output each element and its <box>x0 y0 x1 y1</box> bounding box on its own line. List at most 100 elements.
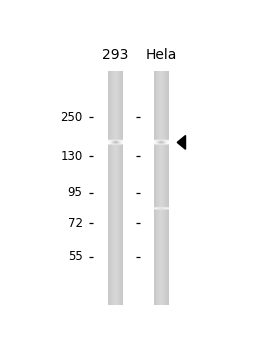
Bar <box>154 145 155 146</box>
Bar <box>162 207 163 208</box>
Bar <box>121 144 122 145</box>
Bar <box>119 139 120 140</box>
Bar <box>161 207 162 208</box>
Bar <box>158 144 159 145</box>
Bar <box>111 140 112 141</box>
Bar <box>168 143 169 144</box>
Bar <box>159 206 160 207</box>
Bar <box>165 138 166 139</box>
Bar <box>155 206 156 207</box>
Bar <box>116 146 117 147</box>
Bar <box>167 141 168 142</box>
Bar <box>119 143 120 144</box>
Bar <box>109 143 110 144</box>
Bar <box>121 144 122 145</box>
Bar <box>157 209 158 210</box>
Bar <box>162 210 163 211</box>
Bar <box>161 144 162 145</box>
Bar <box>163 144 164 145</box>
Bar <box>111 138 112 139</box>
Bar <box>115 143 116 144</box>
Bar <box>114 141 115 142</box>
Bar <box>112 141 113 142</box>
Bar <box>108 138 109 139</box>
Bar <box>159 141 161 142</box>
Bar <box>112 138 113 139</box>
Bar <box>156 208 157 209</box>
Bar <box>158 207 159 208</box>
Bar <box>166 208 167 209</box>
Bar <box>157 71 158 306</box>
Bar <box>115 71 116 306</box>
Bar <box>162 209 163 210</box>
Bar <box>159 143 161 144</box>
Bar <box>168 139 169 140</box>
Bar <box>160 210 161 211</box>
Bar <box>118 142 119 143</box>
Bar <box>165 208 166 209</box>
Bar <box>112 138 113 139</box>
Bar <box>114 138 115 139</box>
Bar <box>110 139 111 140</box>
Bar <box>119 138 120 139</box>
Bar <box>165 209 166 210</box>
Bar <box>165 207 166 208</box>
Bar <box>157 206 158 207</box>
Bar <box>164 210 165 211</box>
Bar <box>159 145 161 146</box>
Bar <box>121 139 122 140</box>
Bar <box>112 142 113 143</box>
Bar <box>117 144 118 145</box>
Bar <box>122 141 123 142</box>
Bar <box>162 145 163 146</box>
Bar <box>155 208 156 209</box>
Bar <box>122 143 123 144</box>
Bar <box>167 209 168 210</box>
Bar <box>168 145 169 146</box>
Bar <box>155 138 156 139</box>
Bar <box>158 141 159 142</box>
Bar <box>115 140 116 141</box>
Bar <box>109 144 110 145</box>
Bar <box>161 146 162 147</box>
Bar <box>121 145 122 146</box>
Bar <box>164 145 165 146</box>
Bar <box>113 139 114 140</box>
Bar <box>167 210 168 211</box>
Bar <box>160 71 161 306</box>
Bar <box>108 144 109 145</box>
Bar <box>159 209 160 210</box>
Bar <box>154 210 155 211</box>
Bar <box>118 144 119 145</box>
Bar <box>155 71 156 306</box>
Bar <box>167 139 168 140</box>
Bar <box>112 141 113 142</box>
Bar <box>158 145 159 146</box>
Bar <box>164 138 165 139</box>
Bar <box>161 208 162 209</box>
Bar <box>156 209 157 210</box>
Bar <box>121 145 122 146</box>
Bar <box>159 145 160 146</box>
Bar <box>168 139 169 140</box>
Bar <box>164 138 165 139</box>
Bar <box>158 144 159 145</box>
Bar <box>157 206 158 207</box>
Bar <box>155 209 156 210</box>
Bar <box>167 142 168 143</box>
Bar <box>109 145 110 146</box>
Bar <box>108 140 109 141</box>
Bar <box>109 141 110 142</box>
Bar <box>156 206 157 207</box>
Bar <box>168 209 169 210</box>
Bar <box>165 139 166 140</box>
Bar <box>163 208 164 209</box>
Bar <box>165 145 166 146</box>
Bar <box>167 139 168 140</box>
Bar <box>118 141 119 142</box>
Bar <box>154 141 155 142</box>
Bar <box>164 141 165 142</box>
Bar <box>162 206 163 207</box>
Bar <box>157 143 158 144</box>
Bar <box>118 145 119 146</box>
